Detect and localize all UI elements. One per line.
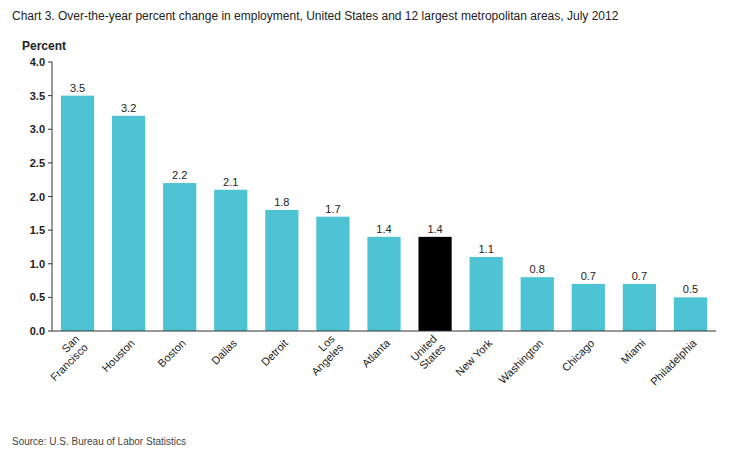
x-tick-label: Detroit xyxy=(259,337,290,368)
x-tick-label-group: Chicago xyxy=(560,337,597,374)
x-tick-label: Atlanta xyxy=(360,336,393,369)
bar xyxy=(572,284,605,331)
y-tick-label: 2.5 xyxy=(30,157,45,169)
bar xyxy=(316,217,349,331)
y-tick-label: 1.5 xyxy=(30,224,45,236)
data-label: 1.4 xyxy=(376,223,391,235)
data-label: 1.8 xyxy=(274,196,289,208)
x-tick-label-line: Miami xyxy=(618,337,647,366)
y-tick xyxy=(48,62,52,63)
y-tick xyxy=(48,196,52,197)
y-tick-label: 2.0 xyxy=(30,191,45,203)
x-tick-label-group: Miami xyxy=(618,337,647,366)
y-tick xyxy=(48,297,52,298)
y-tick xyxy=(48,263,52,264)
x-tick-label-line: States xyxy=(417,341,448,372)
x-tick-label: Houston xyxy=(99,337,136,374)
x-tick-label: SanFrancisco xyxy=(39,333,90,384)
bars xyxy=(61,96,707,331)
x-tick-label-line: Houston xyxy=(99,337,136,374)
y-tick xyxy=(48,331,52,332)
data-label: 3.5 xyxy=(70,82,85,94)
x-tick-label-group: New York xyxy=(453,336,495,378)
bar xyxy=(214,190,247,331)
x-tick-label-line: Philadelphia xyxy=(648,336,699,387)
bar xyxy=(470,257,503,331)
y-tick-label: 1.0 xyxy=(30,258,45,270)
bar xyxy=(367,237,400,331)
y-tick-label: 3.0 xyxy=(30,123,45,135)
x-tick-label-group: Houston xyxy=(99,337,136,374)
data-label: 3.2 xyxy=(121,102,136,114)
data-label: 0.7 xyxy=(581,270,596,282)
x-tick-label-group: Washington xyxy=(496,337,545,386)
x-tick-label-line: Francisco xyxy=(48,341,90,383)
x-tick-label: Washington xyxy=(496,337,545,386)
x-tick-label: Miami xyxy=(618,337,647,366)
x-tick-label: Boston xyxy=(155,337,188,370)
x-tick-label-group: UnitedStates xyxy=(408,332,448,372)
y-tick-label: 3.5 xyxy=(30,90,45,102)
data-label: 1.4 xyxy=(427,223,442,235)
x-tick-label-line: Detroit xyxy=(259,337,290,368)
x-tick-label: Dallas xyxy=(209,336,239,366)
bar xyxy=(61,96,94,331)
title: Chart 3. Over-the-year percent change in… xyxy=(12,9,619,23)
x-tick-label-group: Philadelphia xyxy=(648,336,699,387)
x-tick-label-line: Washington xyxy=(496,337,545,386)
bar xyxy=(112,116,145,331)
x-tick-label: Philadelphia xyxy=(648,336,699,387)
x-tick-label: New York xyxy=(453,336,495,378)
annotation: Source: U.S. Bureau of Labor Statistics xyxy=(12,436,186,447)
x-tick-label-group: Boston xyxy=(155,337,188,370)
y-tick xyxy=(48,95,52,96)
bar xyxy=(623,284,656,331)
x-tick-label-group: Detroit xyxy=(259,337,290,368)
x-tick-label-line: Angeles xyxy=(309,341,346,378)
y-tick-label: 0.5 xyxy=(30,291,45,303)
x-tick-label-line: Chicago xyxy=(560,337,597,374)
y-tick-label: 0.0 xyxy=(30,325,45,337)
x-axis-line xyxy=(52,331,716,332)
y-tick xyxy=(48,162,52,163)
bar xyxy=(521,277,554,331)
bar xyxy=(163,183,196,331)
chart: Chart 3. Over-the-year percent change in… xyxy=(0,0,732,453)
data-label: 0.8 xyxy=(530,263,545,275)
x-tick-label: LosAngeles xyxy=(300,332,345,377)
bar xyxy=(265,210,298,331)
x-tick-label-group: Dallas xyxy=(209,336,239,366)
data-label: 0.7 xyxy=(632,270,647,282)
y-axis-label: Percent xyxy=(22,39,66,53)
x-tick-label: Chicago xyxy=(560,337,597,374)
x-tick-label-line: Dallas xyxy=(209,336,239,366)
bar xyxy=(674,297,707,331)
x-tick-label-group: LosAngeles xyxy=(300,332,345,377)
x-tick-label-line: Boston xyxy=(155,337,188,370)
y-tick xyxy=(48,230,52,231)
x-tick-label-line: New York xyxy=(453,336,495,378)
data-label: 2.1 xyxy=(223,176,238,188)
data-label: 0.5 xyxy=(683,283,698,295)
data-label: 2.2 xyxy=(172,169,187,181)
x-tick-label-group: Atlanta xyxy=(360,336,393,369)
data-label: 1.7 xyxy=(325,203,340,215)
x-tick-label: UnitedStates xyxy=(408,332,448,372)
y-tick xyxy=(48,129,52,130)
bar xyxy=(418,237,451,331)
data-label: 1.1 xyxy=(479,243,494,255)
y-tick-label: 4.0 xyxy=(30,56,45,68)
x-tick-label-group: SanFrancisco xyxy=(39,333,90,384)
x-tick-label-line: Atlanta xyxy=(360,336,393,369)
